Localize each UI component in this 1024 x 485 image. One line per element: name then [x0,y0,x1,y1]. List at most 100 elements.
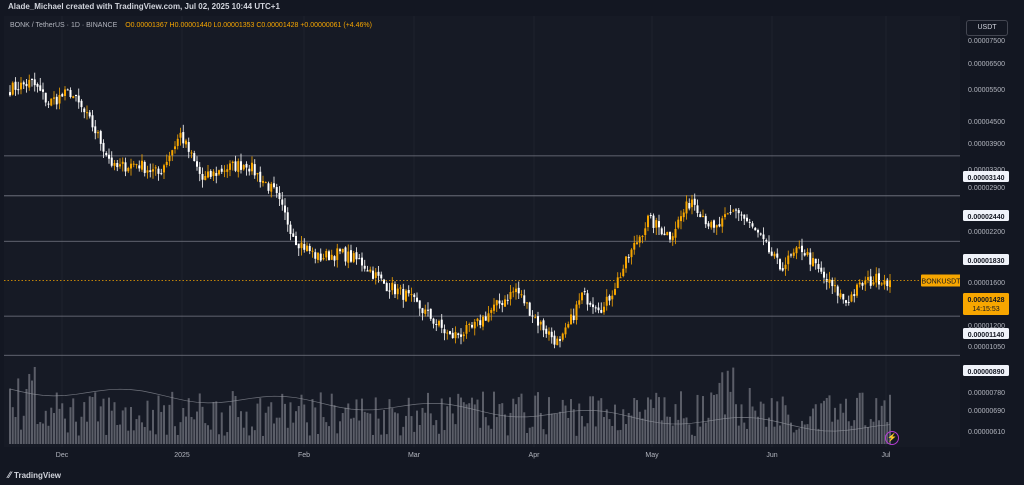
volume-bar [704,422,707,444]
candle [608,295,611,301]
volume-bar [889,394,891,444]
candle [314,252,317,259]
volume-bar [328,426,330,444]
price-chart[interactable]: BONKUSDT [4,16,960,447]
volume-ma-line [9,388,891,432]
candle [88,112,91,117]
volume-bar [237,417,240,444]
volume-bar [20,429,22,444]
candle [674,229,677,238]
candle [781,268,784,271]
volume-bar [160,411,163,444]
volume-bar [740,404,743,444]
volume-bar [223,435,226,444]
candle [119,164,121,167]
chart-area[interactable]: BONKUSDT [4,16,960,447]
volume-bar [759,401,762,444]
time-axis[interactable]: Dec 2025 Feb Mar Apr May Jun Jul [4,448,960,462]
volume-bar [713,394,715,444]
candle [31,79,33,81]
candle [567,324,570,328]
candle [72,96,75,99]
volume-bar [548,397,550,444]
candle [33,79,36,86]
time-tick-label: Mar [408,452,421,459]
candle [842,294,845,300]
candle [451,332,454,338]
candle [801,245,803,253]
volume-bar [157,395,160,444]
volume-bar [402,426,405,444]
candle [578,300,581,305]
symbol-tag-bg [921,274,960,287]
volume-bar [660,420,663,444]
currency-button[interactable]: USDT [966,20,1008,36]
candle [484,316,487,321]
candle [724,214,726,218]
volume-bar [586,423,589,444]
candle [495,300,498,306]
candle [875,273,878,283]
candle [872,282,875,285]
candle [264,182,267,184]
volume-bar [834,407,836,444]
candle [853,294,856,297]
volume-bar [253,430,256,444]
volume-bar [245,411,248,444]
price-tick-label: 0.00006500 [968,61,1005,68]
volume-bar [479,427,482,444]
candle [861,283,864,286]
volume-bar [435,420,438,444]
volume-bar [201,406,204,444]
candle [198,166,201,174]
candle [405,290,407,302]
volume-bar [825,397,828,444]
volume-bar [484,417,487,444]
candle [751,223,754,227]
volume-bar [278,417,281,444]
candle [116,162,119,168]
candle [248,168,251,172]
volume-bar [528,427,531,444]
candle [165,161,168,166]
candle [20,82,22,90]
candle [363,265,366,269]
candle [124,162,127,172]
price-tick-label: 0.00002900 [968,185,1005,192]
volume-bar [55,392,58,444]
candle [765,240,768,242]
candle [358,258,361,260]
candle [581,292,583,301]
volume-bar [757,416,759,444]
volume-bar [542,429,545,444]
volume-bar [443,430,446,444]
lightning-icon[interactable]: ⚡ [885,431,899,445]
candle [39,85,42,91]
candle [886,279,889,287]
candle [658,221,660,228]
volume-bar [14,416,17,444]
volume-bar [132,430,135,444]
volume-bar [168,404,171,444]
candle [823,271,825,278]
candle [726,213,729,215]
candle [270,183,273,192]
candle [141,160,143,170]
volume-bar [350,418,352,444]
volume-bar [457,393,460,444]
candle [429,308,432,319]
candle [561,333,564,340]
price-tick-label: 0.00001600 [968,280,1005,287]
candle [509,292,512,300]
volume-bar [388,399,391,444]
volume-bar [204,423,207,444]
price-axis[interactable]: 0.00007500 0.00006500 0.00005500 0.00004500… [960,0,1024,460]
candle [223,170,226,172]
level-price-label: 0.00003140 [963,171,1009,182]
volume-bar [748,387,751,444]
candle [630,249,633,258]
volume-bar [154,434,157,444]
volume-bar [790,422,792,444]
candle [834,285,836,287]
volume-bar [512,398,515,444]
